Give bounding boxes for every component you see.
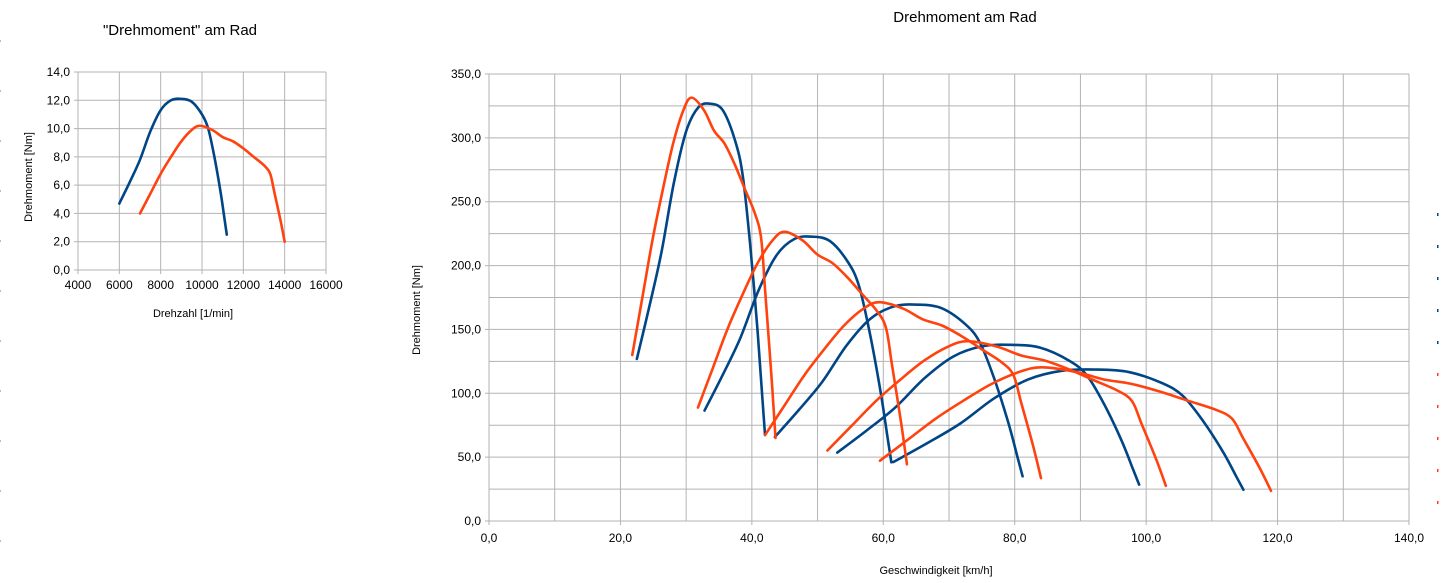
right-y-tick-label: 250,0 bbox=[451, 195, 481, 209]
page-edge-mark bbox=[0, 90, 1, 92]
right-series-orange-gear-3 bbox=[763, 300, 1043, 480]
legend-marker-orange-gear-4 bbox=[1437, 469, 1439, 472]
page-edge-mark bbox=[0, 190, 1, 192]
left-series-orange bbox=[138, 124, 286, 244]
right-series-blue-gear-1 bbox=[635, 102, 767, 437]
right-series-blue-gear-3 bbox=[773, 303, 1024, 478]
right-y-tick-label: 100,0 bbox=[451, 386, 481, 400]
legend-marker-blue-gear-2 bbox=[1437, 245, 1439, 248]
page-edge-mark bbox=[0, 440, 1, 442]
page-edge-mark bbox=[0, 40, 1, 42]
right-y-tick-label: 150,0 bbox=[451, 322, 481, 336]
left-series-blue bbox=[118, 97, 229, 236]
right-y-tick-label: 50,0 bbox=[458, 450, 482, 464]
left-y-tick-label: 12,0 bbox=[47, 93, 71, 107]
right-chart-title: Drehmoment am Rad bbox=[893, 9, 1036, 26]
left-y-axis-label: Drehmoment [Nm] bbox=[23, 132, 35, 222]
left-x-tick-label: 14000 bbox=[268, 278, 302, 292]
page-edge-mark bbox=[0, 240, 1, 242]
left-x-tick-label: 8000 bbox=[147, 278, 174, 292]
right-series-orange-gear-2 bbox=[696, 230, 909, 466]
legend-marker-blue-gear-5 bbox=[1437, 341, 1439, 344]
right-x-tick-label: 140,0 bbox=[1394, 531, 1424, 545]
right-series-orange-gear-5 bbox=[878, 365, 1273, 493]
right-y-tick-label: 350,0 bbox=[451, 67, 481, 81]
page-edge-mark bbox=[0, 340, 1, 342]
page-edge-mark bbox=[0, 540, 1, 542]
left-y-tick-label: 0,0 bbox=[53, 263, 70, 277]
right-x-tick-label: 120,0 bbox=[1263, 531, 1293, 545]
right-x-tick-label: 60,0 bbox=[872, 531, 896, 545]
left-y-tick-label: 4,0 bbox=[53, 206, 70, 220]
left-y-tick-label: 8,0 bbox=[53, 150, 70, 164]
page-edge-mark bbox=[0, 490, 1, 492]
right-x-tick-label: 100,0 bbox=[1131, 531, 1161, 545]
page-edge-mark bbox=[0, 290, 1, 292]
legend-marker-blue-gear-3 bbox=[1437, 277, 1439, 280]
left-y-tick-label: 2,0 bbox=[53, 235, 70, 249]
left-y-tick-label: 10,0 bbox=[47, 122, 71, 136]
right-series-orange-gear-1 bbox=[630, 96, 777, 440]
right-y-axis-label: Drehmoment [Nm] bbox=[411, 265, 423, 355]
left-y-tick-label: 6,0 bbox=[53, 178, 70, 192]
right-x-tick-label: 0,0 bbox=[481, 531, 498, 545]
right-series-orange-gear-4 bbox=[826, 339, 1168, 488]
right-series-blue-gear-5 bbox=[891, 368, 1245, 492]
left-x-tick-label: 4000 bbox=[65, 278, 92, 292]
left-x-tick-label: 16000 bbox=[309, 278, 343, 292]
legend-marker-blue-gear-4 bbox=[1437, 309, 1439, 312]
left-x-tick-label: 12000 bbox=[227, 278, 261, 292]
right-x-tick-label: 80,0 bbox=[1003, 531, 1027, 545]
right-y-tick-label: 0,0 bbox=[464, 514, 481, 528]
legend-marker-orange-gear-2 bbox=[1437, 405, 1439, 408]
left-x-axis-label: Drehzahl [1/min] bbox=[153, 308, 233, 320]
legend-marker-orange-gear-5 bbox=[1437, 501, 1439, 504]
right-y-tick-label: 300,0 bbox=[451, 131, 481, 145]
legend-marker-orange-gear-1 bbox=[1437, 373, 1439, 376]
left-chart-title: "Drehmoment" am Rad bbox=[103, 22, 257, 39]
right-y-tick-label: 200,0 bbox=[451, 259, 481, 273]
left-y-tick-label: 14,0 bbox=[47, 65, 71, 79]
right-x-tick-label: 20,0 bbox=[609, 531, 633, 545]
left-x-tick-label: 10000 bbox=[185, 278, 219, 292]
page-edge-mark bbox=[0, 140, 1, 142]
legend-marker-orange-gear-3 bbox=[1437, 437, 1439, 440]
left-x-tick-label: 6000 bbox=[106, 278, 133, 292]
right-x-axis-label: Geschwindigkeit [km/h] bbox=[879, 565, 992, 577]
right-x-tick-label: 40,0 bbox=[740, 531, 764, 545]
right-series-blue-gear-2 bbox=[703, 235, 893, 464]
legend-marker-blue-gear-1 bbox=[1437, 213, 1439, 216]
page-edge-mark bbox=[0, 390, 1, 392]
